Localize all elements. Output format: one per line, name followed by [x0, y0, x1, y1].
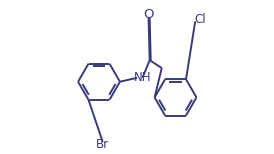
Text: NH: NH — [134, 71, 152, 84]
Text: O: O — [143, 8, 154, 21]
Text: Br: Br — [96, 138, 109, 151]
Text: Cl: Cl — [195, 12, 206, 26]
